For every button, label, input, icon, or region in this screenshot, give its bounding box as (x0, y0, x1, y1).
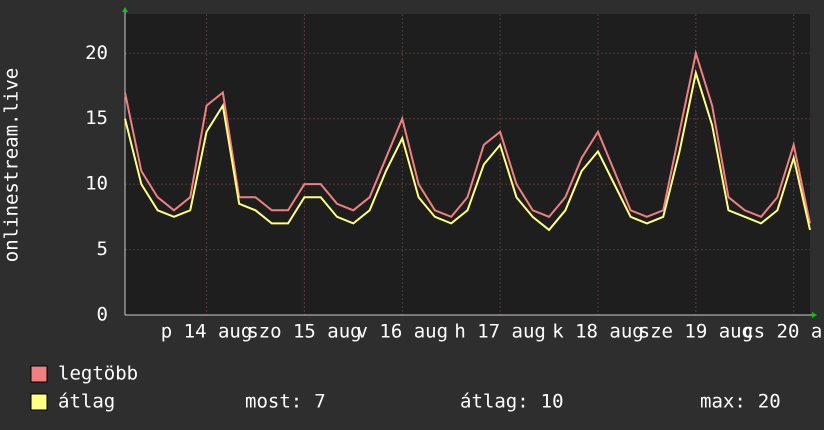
y-tick-label: 5 (97, 238, 108, 260)
x-tick-label: k 18 aug (552, 321, 644, 343)
x-tick-label: cs 20 aug (742, 321, 824, 343)
x-tick-label: sze 19 aug (639, 321, 753, 343)
y-tick-label: 15 (85, 107, 108, 129)
x-tick-label: v 16 aug (357, 321, 449, 343)
legend-swatch (30, 365, 48, 383)
x-tick-label: p 14 aug (161, 321, 253, 343)
stat-label: most: (245, 391, 302, 413)
y-axis-label: onlinestream.live (1, 68, 23, 262)
x-tick-label: szo 15 aug (247, 321, 361, 343)
stat-label: átlag: (460, 391, 529, 413)
stat-label: max: (700, 391, 746, 413)
y-tick-label: 20 (85, 42, 108, 64)
legend-label: átlag (58, 391, 115, 413)
axis-arrow (812, 312, 817, 318)
legend-swatch (30, 393, 48, 411)
series-line (124, 68, 811, 232)
legend-label: legtöbb (58, 363, 138, 385)
y-tick-label: 10 (85, 173, 108, 195)
x-tick-label: h 17 aug (454, 321, 546, 343)
stat-value: 7 (314, 391, 325, 413)
axis-arrow (122, 7, 128, 12)
plot-area (125, 14, 810, 315)
stat-value: 10 (541, 391, 564, 413)
y-tick-label: 0 (97, 304, 108, 326)
stat-value: 20 (758, 391, 781, 413)
series-line (124, 49, 811, 224)
